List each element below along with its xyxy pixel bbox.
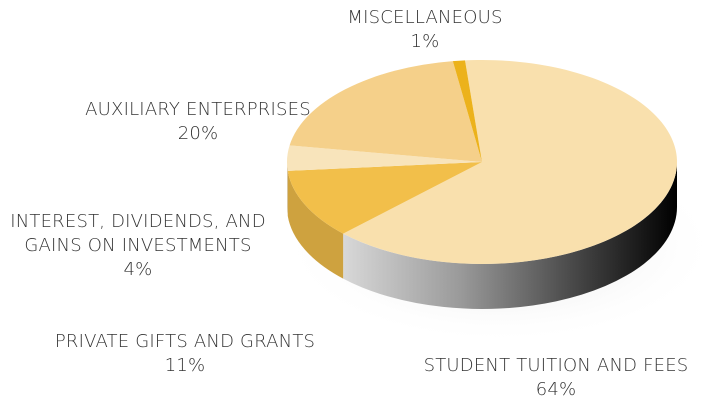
value-label: 1% [410,31,440,52]
category-name: MISCELLANEOUS [347,7,503,28]
slice-label: AUXILIARY ENTERPRISES 20% [48,98,348,146]
slice [289,61,482,162]
slice [287,145,482,171]
slice-label: MISCELLANEOUS 1% [305,6,545,54]
category-name: PRIVATE GIFTS AND GRANTS [54,331,316,352]
slice-side [343,162,677,310]
value-label: 4% [123,259,153,280]
value-label: 64% [535,379,577,400]
slice [343,60,677,265]
slice [287,162,482,234]
category-name: INTEREST, DIVIDENDS, AND GAINS ON INVEST… [10,211,266,256]
slice-label: INTEREST, DIVIDENDS, AND GAINS ON INVEST… [8,210,268,282]
slice-label: STUDENT TUITION AND FEES 64% [396,354,712,402]
slice-side [287,170,344,279]
category-name: STUDENT TUITION AND FEES [423,355,689,376]
category-name: AUXILIARY ENTERPRISES [85,99,311,120]
value-label: 11% [164,355,206,376]
value-label: 20% [177,123,219,144]
slice-label: PRIVATE GIFTS AND GRANTS 11% [25,330,345,378]
slice-side [287,162,288,216]
slice [452,60,482,163]
